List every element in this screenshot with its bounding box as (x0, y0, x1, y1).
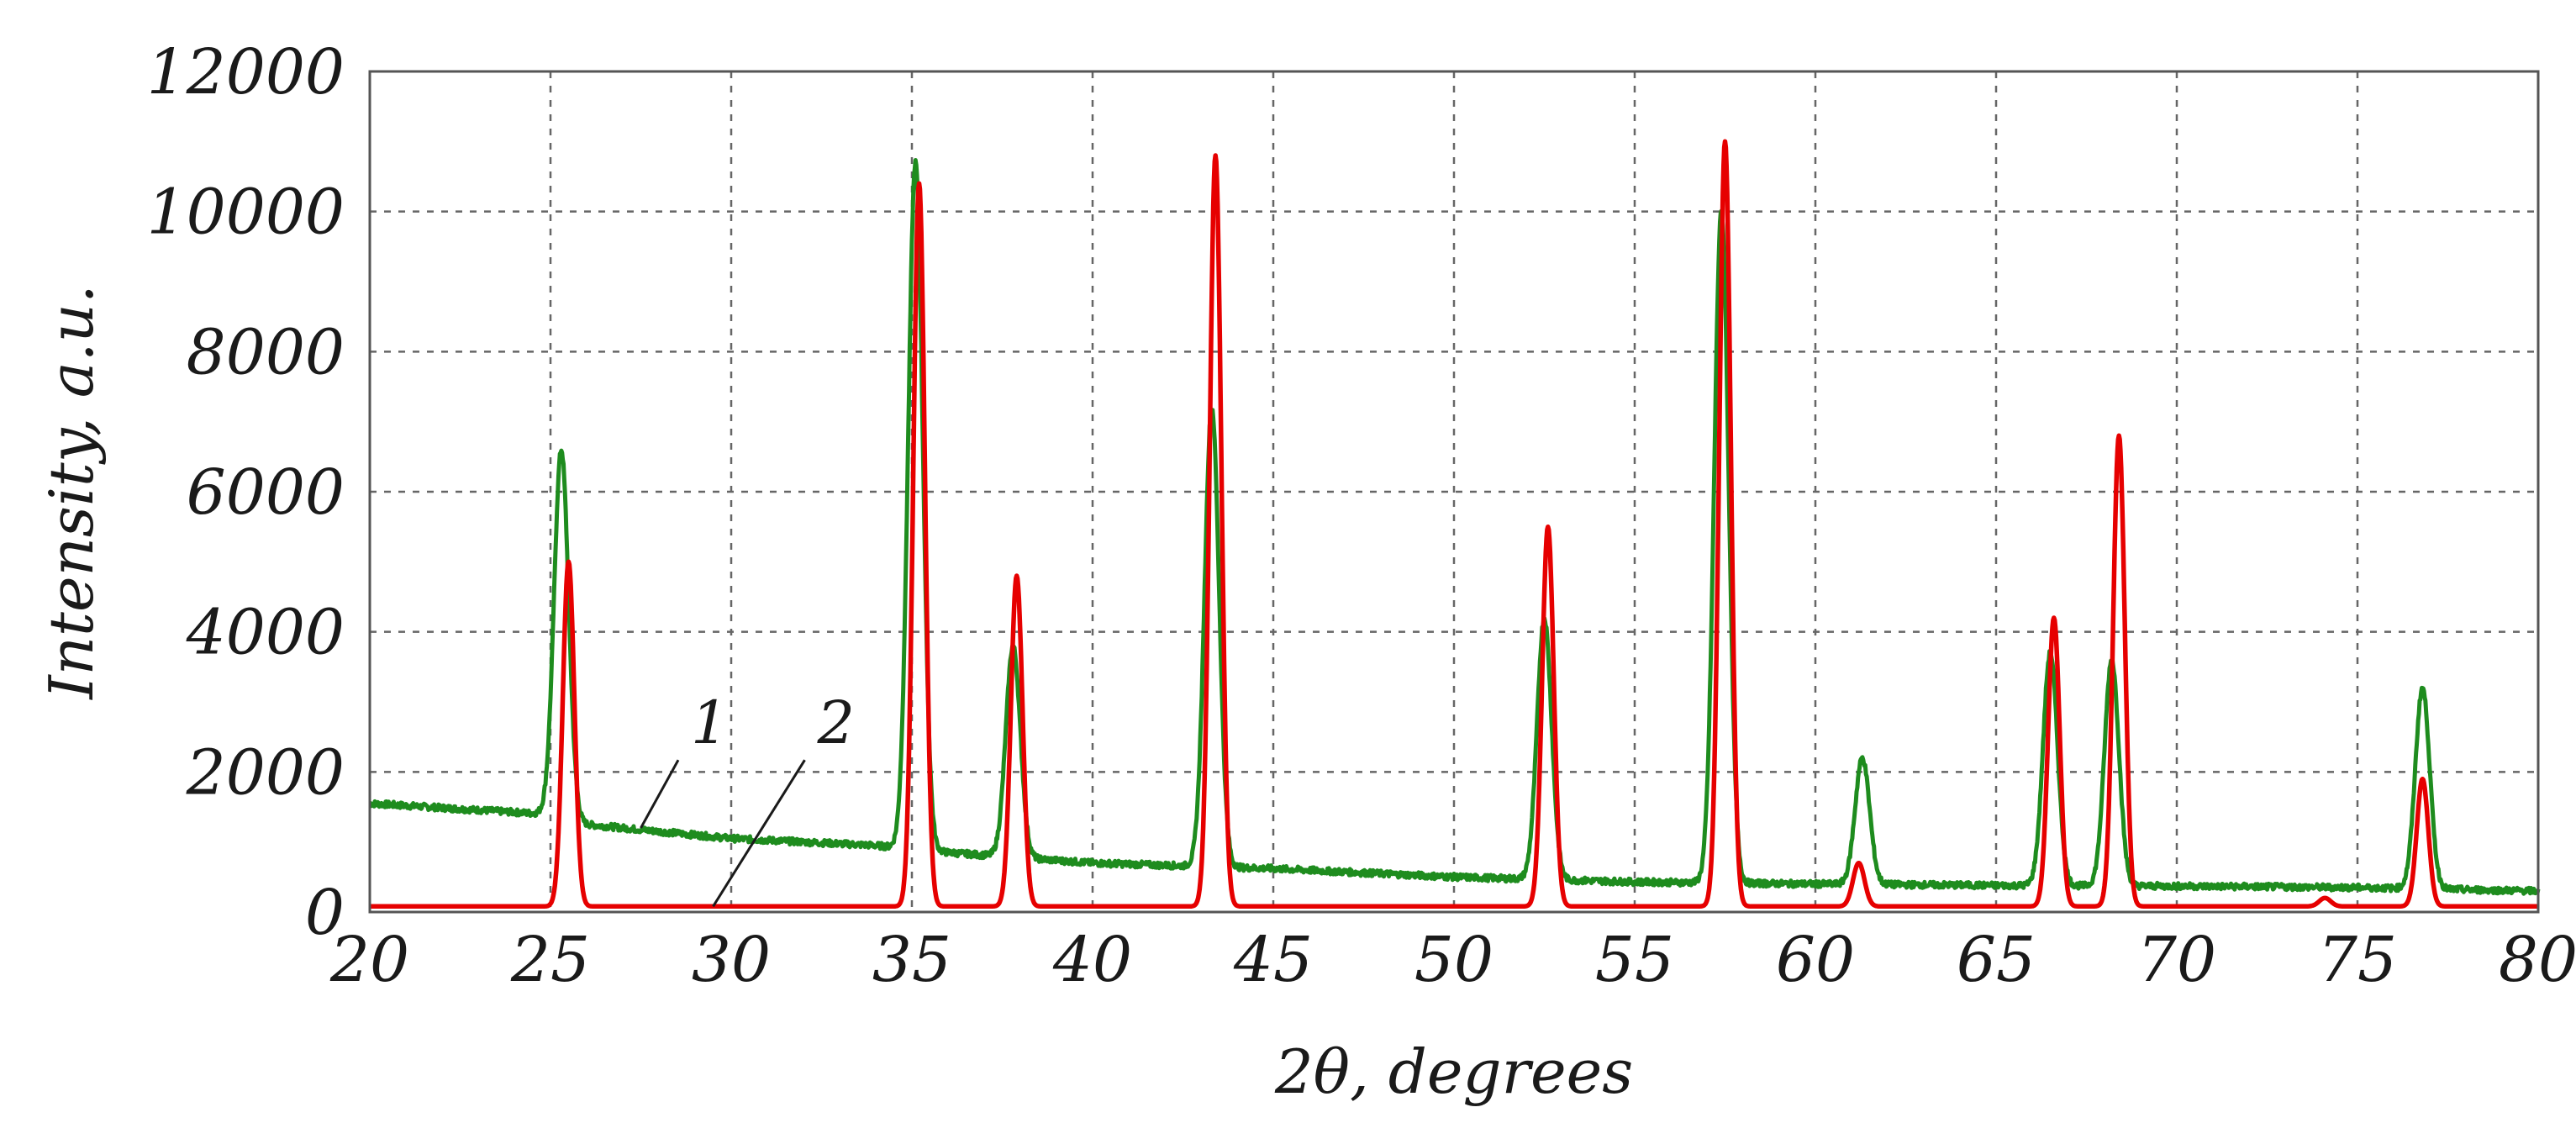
y-tick-label: 10000 (147, 177, 345, 249)
annotation-leader-1 (640, 759, 680, 829)
x-tick-label: 20 (329, 924, 409, 996)
x-tick-label: 55 (1595, 924, 1674, 996)
x-tick-label: 80 (2499, 924, 2576, 996)
x-axis-label: 2θ, degrees (1274, 1036, 1633, 1107)
annotation-leader-2 (712, 759, 806, 908)
series-layer (368, 139, 2541, 909)
plot-frame (368, 70, 2540, 914)
y-tick-label: 4000 (186, 597, 345, 669)
x-tick-label: 70 (2137, 924, 2216, 996)
y-tick-label: 8000 (187, 316, 345, 388)
y-tick-label: 2000 (186, 736, 345, 809)
y-tick-label: 6000 (187, 456, 345, 529)
x-tick-label: 30 (692, 924, 771, 996)
x-tick-label: 35 (872, 924, 951, 996)
annotation-label-2: 2 (817, 688, 856, 757)
x-tick-labels: 20 25 30 35 40 45 50 55 60 65 70 75 80 (329, 924, 2576, 996)
y-axis-label: Intensity, a.u. (36, 284, 107, 701)
x-tick-label: 40 (1052, 924, 1132, 996)
annotation-label-1: 1 (691, 688, 729, 757)
x-tick-label: 25 (510, 924, 590, 996)
y-tick-label: 0 (305, 877, 345, 949)
x-tick-label: 50 (1414, 924, 1493, 996)
grid (370, 71, 2538, 912)
y-tick-label: 12000 (147, 36, 345, 108)
x-tick-label: 45 (1233, 924, 1313, 996)
series-line-2 (368, 139, 2540, 909)
x-tick-label: 65 (1957, 924, 2036, 996)
x-tick-label: 75 (2318, 924, 2397, 996)
x-tick-label: 60 (1776, 924, 1855, 996)
series-line-1 (368, 158, 2541, 896)
y-tick-labels: 0 2000 4000 6000 8000 10000 12000 (147, 36, 345, 949)
